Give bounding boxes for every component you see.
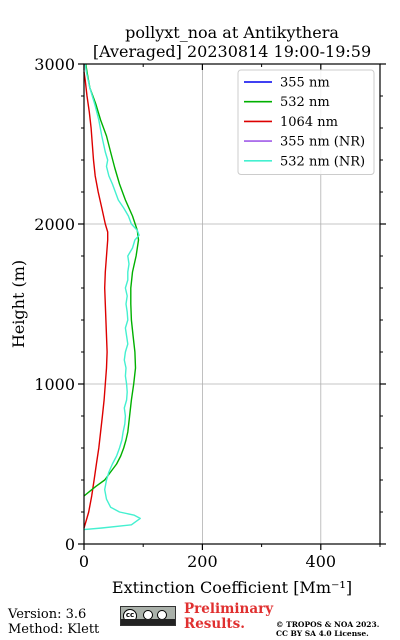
y-tick-label: 2000 [34, 215, 75, 234]
legend-label: 532 nm (NR) [280, 154, 365, 169]
copyright-line1: © TROPOS & NOA 2023. [276, 620, 380, 629]
preliminary-results-note: Preliminary Results. [184, 602, 273, 632]
axis-ticks: 0 200 400 0 1000 2000 3000 [34, 55, 386, 571]
series-line-1064-nm [83, 71, 109, 529]
legend-label: 355 nm [280, 76, 330, 91]
y-tick-label: 3000 [34, 55, 75, 74]
chart-title-line2: [Averaged] 20230814 19:00-19:59 [92, 42, 372, 61]
y-tick-label: 0 [65, 535, 75, 554]
legend-label: 1064 nm [280, 115, 338, 130]
legend-label: 532 nm [280, 95, 330, 110]
preliminary-line2: Results. [184, 616, 245, 632]
x-tick-label: 400 [306, 552, 337, 571]
x-axis-label: Extinction Coefficient [Mm⁻¹] [112, 578, 352, 597]
legend: 355 nm 532 nm 1064 nm 355 nm (NR) 532 nm (NR… [237, 69, 375, 175]
method-label: Method: Klett [8, 622, 100, 637]
series-curves [83, 63, 141, 531]
x-tick-label: 0 [79, 552, 89, 571]
version-label: Version: 3.6 [8, 607, 87, 622]
y-axis-label: Height (m) [9, 260, 28, 348]
chart-title-line1: pollyxt_noa at Antikythera [125, 23, 339, 42]
legend-box [237, 69, 375, 175]
plot-frame [83, 63, 381, 545]
copyright-line2: CC BY SA 4.0 License. [276, 629, 369, 638]
series-line-532-nm-nr- [83, 63, 141, 531]
preliminary-line1: Preliminary [184, 601, 274, 617]
series-line-532-nm [83, 63, 140, 497]
legend-label: 355 nm (NR) [280, 135, 365, 150]
y-tick-label: 1000 [34, 375, 75, 394]
cc-by-sa-badge-icon: cc [120, 606, 176, 626]
copyright-note: © TROPOS & NOA 2023. CC BY SA 4.0 Licens… [276, 620, 379, 638]
x-tick-label: 200 [187, 552, 218, 571]
